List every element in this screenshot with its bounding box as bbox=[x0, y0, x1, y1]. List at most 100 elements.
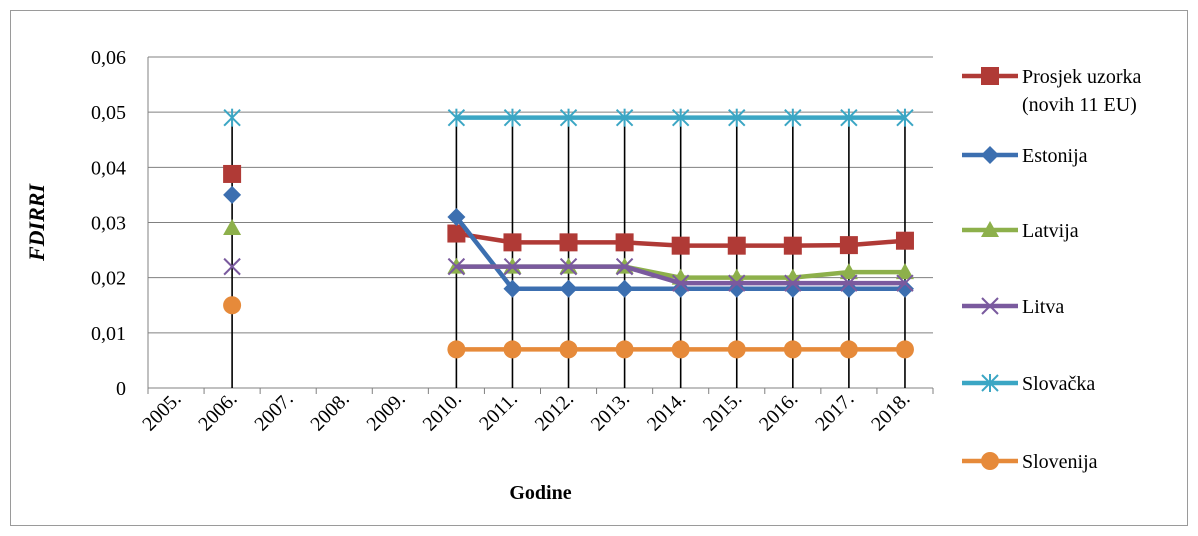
marker-triangle bbox=[727, 268, 746, 285]
marker-diamond bbox=[981, 146, 999, 164]
series-5 bbox=[223, 296, 914, 359]
marker-circle bbox=[223, 296, 242, 315]
marker-diamond bbox=[615, 279, 634, 298]
marker-circle bbox=[671, 340, 690, 359]
marker-diamond bbox=[447, 207, 466, 226]
marker-star bbox=[728, 108, 746, 127]
legend-entry-3: Litva bbox=[962, 296, 1064, 318]
marker-x-stroke bbox=[728, 274, 746, 292]
legend-label: Litva bbox=[1022, 296, 1064, 318]
marker-diamond bbox=[503, 279, 522, 298]
marker-star bbox=[447, 108, 466, 127]
x-tick-label: 2014. bbox=[643, 388, 690, 435]
marker-square bbox=[671, 236, 690, 255]
y-tick-label: 0,03 bbox=[91, 213, 126, 235]
marker-x bbox=[615, 257, 634, 276]
marker-star bbox=[981, 374, 999, 392]
marker-star bbox=[784, 108, 802, 127]
x-tick-label: 2005. bbox=[138, 388, 185, 435]
marker-square bbox=[615, 233, 634, 252]
legend-entry-1: Estonija bbox=[962, 145, 1088, 167]
gridlines bbox=[148, 56, 933, 389]
marker-x-stroke bbox=[896, 274, 914, 292]
y-axis-title: FDIRRI bbox=[24, 183, 49, 262]
x-tick-label: 2010. bbox=[419, 388, 466, 435]
marker-x bbox=[223, 257, 241, 276]
marker-x bbox=[784, 274, 802, 292]
legend-label: Prosjek uzorka bbox=[1022, 66, 1142, 88]
marker-triangle bbox=[839, 263, 858, 280]
marker-circle bbox=[895, 340, 914, 359]
y-tick-label: 0,05 bbox=[91, 102, 126, 124]
marker-star bbox=[840, 108, 858, 127]
marker-circle bbox=[559, 340, 578, 359]
legend-label: Estonija bbox=[1022, 145, 1088, 167]
marker-x-stroke bbox=[671, 274, 690, 292]
legend-label: Slovenija bbox=[1022, 451, 1098, 473]
marker-triangle bbox=[783, 268, 802, 285]
legend-entry-4: Slovačka bbox=[962, 373, 1095, 395]
x-tick-label: 2017. bbox=[811, 388, 858, 435]
marker-star bbox=[896, 108, 914, 127]
marker-square bbox=[839, 236, 858, 255]
marker-circle bbox=[783, 340, 802, 359]
marker-x bbox=[840, 274, 858, 292]
legend-label: (novih 11 EU) bbox=[1022, 94, 1137, 116]
x-tick-label: 2006. bbox=[194, 388, 241, 435]
y-tick-label: 0,04 bbox=[91, 157, 126, 179]
x-axis-title: Godine bbox=[509, 482, 571, 504]
marker-star bbox=[671, 108, 690, 127]
marker-star bbox=[559, 108, 578, 127]
y-tick-label: 0,01 bbox=[91, 323, 126, 345]
x-tick-label: 2016. bbox=[755, 388, 802, 435]
marker-x bbox=[559, 257, 578, 276]
marker-square bbox=[223, 164, 242, 183]
series-lines bbox=[223, 108, 914, 359]
x-tick-label: 2009. bbox=[362, 388, 409, 435]
x-tick-label: 2018. bbox=[867, 388, 914, 435]
x-tick-label: 2013. bbox=[587, 388, 634, 435]
marker-x bbox=[981, 297, 999, 315]
x-tick-label: 2015. bbox=[699, 388, 746, 435]
marker-triangle bbox=[895, 263, 914, 280]
marker-triangle bbox=[223, 219, 242, 236]
marker-x-stroke bbox=[615, 257, 634, 276]
x-tick-label: 2008. bbox=[306, 388, 353, 435]
marker-square bbox=[895, 231, 914, 250]
marker-square bbox=[783, 236, 802, 255]
marker-x bbox=[671, 274, 690, 292]
y-tick-label: 0 bbox=[116, 378, 126, 400]
marker-x bbox=[503, 257, 522, 276]
marker-circle bbox=[503, 340, 522, 359]
marker-square bbox=[727, 236, 746, 255]
marker-square bbox=[559, 233, 578, 252]
legend-label: Slovačka bbox=[1022, 373, 1095, 395]
marker-square bbox=[503, 233, 522, 252]
marker-x bbox=[728, 274, 746, 292]
x-tick-label: 2011. bbox=[475, 388, 522, 435]
marker-x-stroke bbox=[447, 257, 466, 276]
legend-entry-2: Latvija bbox=[962, 220, 1079, 242]
x-tick-label: 2012. bbox=[531, 388, 578, 435]
marker-x-stroke bbox=[223, 257, 241, 276]
marker-star bbox=[615, 108, 634, 127]
marker-circle bbox=[839, 340, 858, 359]
x-tick-label: 2007. bbox=[250, 388, 297, 435]
legend-entry-5: Slovenija bbox=[962, 451, 1098, 473]
marker-square bbox=[447, 224, 466, 243]
marker-square bbox=[981, 67, 999, 85]
marker-x bbox=[447, 257, 466, 276]
legend-label: Latvija bbox=[1022, 220, 1079, 242]
marker-circle bbox=[727, 340, 746, 359]
marker-x bbox=[896, 274, 914, 292]
marker-x-stroke bbox=[840, 274, 858, 292]
marker-x-stroke bbox=[559, 257, 578, 276]
marker-x-stroke bbox=[503, 257, 522, 276]
series-0 bbox=[223, 164, 914, 255]
marker-x-stroke bbox=[784, 274, 802, 292]
marker-x-stroke bbox=[981, 297, 999, 315]
marker-diamond bbox=[223, 185, 242, 204]
marker-circle bbox=[615, 340, 634, 359]
legend-entry-0: Prosjek uzorka (novih 11 EU) bbox=[962, 66, 1142, 116]
